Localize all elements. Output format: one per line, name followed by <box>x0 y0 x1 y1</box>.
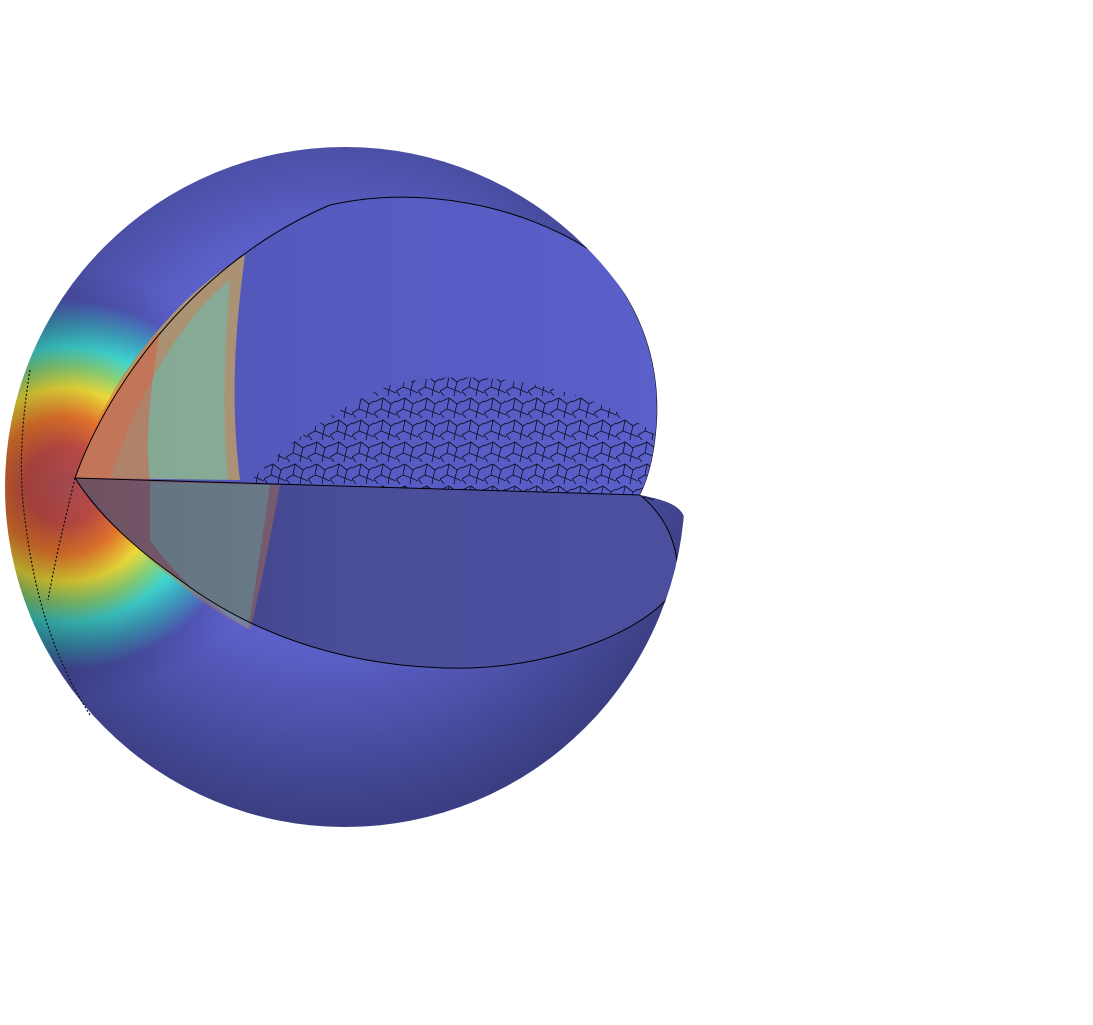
removed-quadrant <box>590 250 688 520</box>
horizontal-cut-face <box>75 478 679 669</box>
surface-edges <box>20 369 91 716</box>
